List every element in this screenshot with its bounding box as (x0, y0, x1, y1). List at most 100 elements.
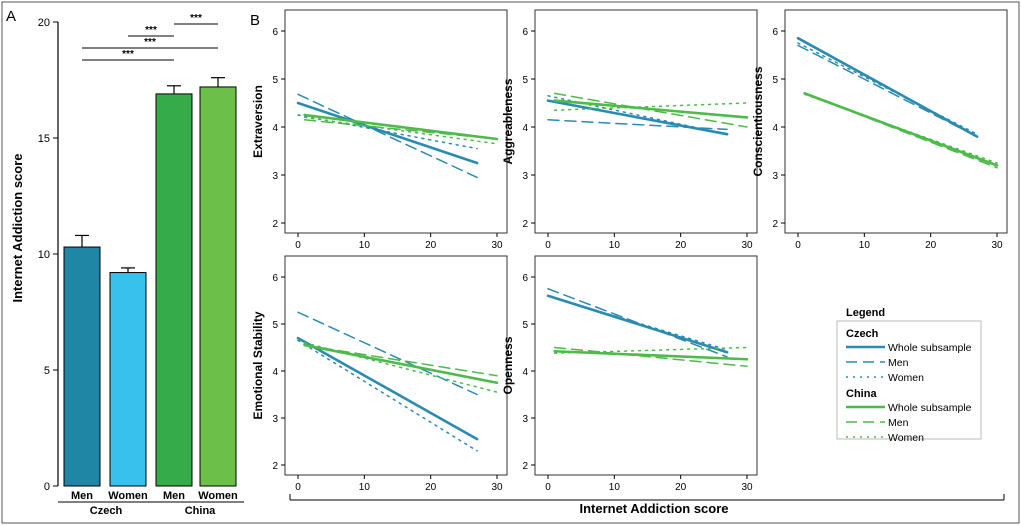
xtick-label: 0 (545, 240, 551, 251)
panel-a-bar-chart: A Internet Addiction score 0 5 10 15 20 Men Wo… (6, 8, 244, 517)
panel-b-letter: B (250, 12, 260, 29)
ytick-label: 4 (772, 123, 778, 134)
xtick-label: 30 (491, 482, 503, 493)
panel-a-letter: A (6, 8, 16, 25)
bar-category-label: Women (198, 490, 238, 502)
ytick-label: 2 (522, 219, 528, 230)
panel-a-ytick-label: 15 (38, 133, 50, 145)
xtick-label: 20 (425, 482, 437, 493)
ytick-label: 5 (772, 75, 778, 86)
bar (63, 246, 101, 487)
regression-line-czech-women (797, 42, 978, 135)
regression-line-china-women (803, 93, 998, 164)
ytick-label: 4 (522, 123, 528, 134)
subplot-ylabel: Aggreableness (501, 78, 515, 164)
ytick-label: 6 (772, 27, 778, 38)
legend-item-label: Women (888, 372, 924, 384)
regression-line-czech-whole-subsample (296, 336, 479, 441)
ytick-label: 6 (522, 27, 528, 38)
xtick-label: 0 (295, 482, 301, 493)
regression-line-china-men (303, 344, 498, 377)
xtick-label: 20 (675, 482, 687, 493)
ytick-label: 5 (522, 320, 528, 331)
panel-a-ytick-label: 10 (38, 249, 50, 261)
legend: Legend Czech Whole subsample Men Women China… (836, 307, 982, 444)
regression-line-china-whole-subsample (303, 113, 499, 141)
xtick-label: 10 (609, 482, 621, 493)
bar-category-label: Men (71, 490, 93, 502)
regression-line-china-women (553, 102, 748, 111)
legend-item-label: Whole subsample (888, 402, 972, 414)
ytick-label: 3 (522, 414, 528, 425)
regression-line-china-men (553, 92, 748, 128)
subplot-ylabel: Extraversion (251, 85, 265, 158)
ytick-label: 2 (272, 461, 278, 472)
bar (109, 272, 147, 487)
xtick-label: 20 (675, 240, 687, 251)
significance-mark: *** (144, 37, 156, 48)
regression-line-china-women (303, 116, 498, 145)
panel-b-xlabel: Internet Addiction score (579, 501, 728, 516)
ytick-label: 6 (522, 273, 528, 284)
regression-line-czech-men (297, 93, 478, 179)
bar-category-label: Men (163, 490, 185, 502)
subplot-frame (534, 255, 758, 476)
xtick-label: 20 (425, 240, 437, 251)
legend-item-label: Men (888, 417, 909, 429)
ytick-label: 3 (272, 171, 278, 182)
regression-line-czech-women (547, 295, 728, 351)
panel-a-ytick-label: 5 (44, 365, 50, 377)
subplot-frame (284, 9, 508, 234)
subplot: 2 3 4 5 6 0 10 20 30 Emotional Stability (251, 255, 508, 493)
ytick-label: 2 (522, 461, 528, 472)
regression-line-czech-men (297, 311, 478, 396)
subplot: 2 3 4 5 6 0 10 20 30 Openness (501, 255, 758, 493)
xtick-label: 30 (991, 240, 1003, 251)
regression-line-china-men (803, 92, 998, 169)
regression-line-china-women (303, 342, 498, 393)
ytick-label: 3 (772, 171, 778, 182)
xtick-label: 0 (295, 240, 301, 251)
group-label-china: China (185, 505, 216, 517)
regression-line-china-whole-subsample (303, 343, 499, 385)
regression-line-china-whole-subsample (553, 349, 749, 361)
bar (155, 93, 193, 487)
group-label-czech: Czech (90, 505, 123, 517)
ytick-label: 3 (272, 414, 278, 425)
regression-line-czech-women (297, 339, 478, 452)
ytick-label: 4 (522, 367, 528, 378)
xtick-label: 20 (925, 240, 937, 251)
significance-mark: *** (122, 49, 134, 60)
legend-item-label: Whole subsample (888, 342, 972, 354)
xtick-label: 10 (609, 240, 621, 251)
subplot-frame (284, 255, 508, 476)
ytick-label: 5 (522, 75, 528, 86)
subplot-ylabel: Openness (501, 336, 515, 394)
legend-group-czech: Czech (846, 328, 879, 340)
legend-item-label: Men (888, 357, 909, 369)
ytick-label: 5 (272, 320, 278, 331)
subplot: 2 3 4 5 6 0 10 20 30 Conscientiousness (751, 9, 1008, 251)
regression-line-czech-men (547, 119, 728, 131)
regression-line-czech-men (797, 44, 978, 138)
regression-line-czech-whole-subsample (546, 99, 729, 136)
subplot-frame (784, 9, 1008, 234)
xtick-label: 0 (545, 482, 551, 493)
ytick-label: 6 (272, 27, 278, 38)
subplot-ylabel: Conscientiousness (751, 66, 765, 176)
ytick-label: 4 (272, 367, 278, 378)
regression-line-czech-whole-subsample (296, 101, 479, 165)
xtick-label: 30 (491, 240, 503, 251)
regression-line-china-men (553, 346, 748, 368)
ytick-label: 3 (522, 171, 528, 182)
bar (199, 86, 237, 487)
regression-line-czech-whole-subsample (796, 36, 979, 138)
xtick-label: 10 (859, 240, 871, 251)
xtick-label: 10 (359, 482, 371, 493)
regression-line-china-whole-subsample (553, 99, 749, 119)
legend-title: Legend (846, 307, 885, 319)
legend-item-label: Women (888, 432, 924, 444)
xtick-label: 30 (741, 240, 753, 251)
